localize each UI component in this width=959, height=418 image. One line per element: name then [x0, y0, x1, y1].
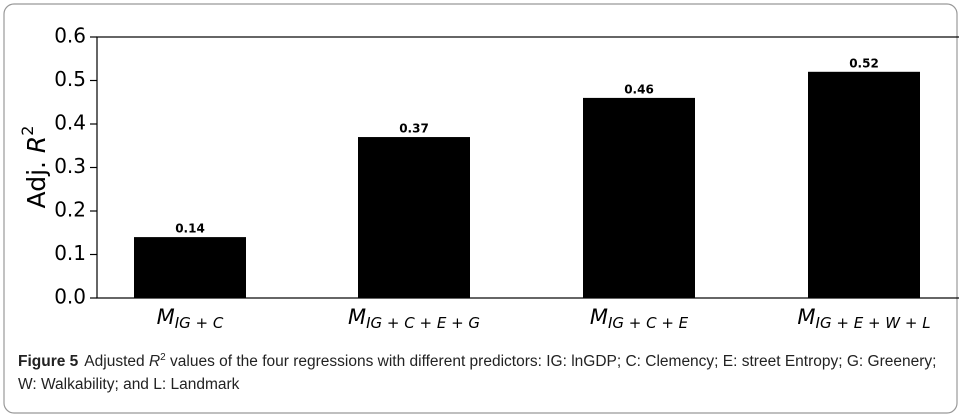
y-axis-label: Adj. R2: [18, 126, 52, 209]
y-tick-label: 0.4: [54, 111, 86, 135]
caption-label: Figure 5: [18, 353, 79, 371]
value-label: 0.52: [849, 56, 879, 70]
caption-sup: 2: [160, 352, 166, 363]
y-tick-label: 0.6: [54, 24, 86, 48]
caption-symbol: R: [148, 353, 161, 371]
caption-text: Adjusted: [84, 353, 145, 371]
x-tick-label: MIG + C + E + G: [348, 305, 480, 332]
y-tick-label: 0.5: [54, 67, 86, 91]
y-tick-label: 0.1: [54, 241, 86, 265]
bar: [134, 237, 246, 298]
x-tick-label: MIG + C: [157, 305, 224, 332]
y-tick-label: 0.0: [54, 285, 86, 309]
x-tick-label: MIG + C + E: [590, 305, 689, 332]
value-label: 0.46: [624, 82, 654, 96]
bar: [358, 137, 470, 298]
y-tick-label: 0.3: [54, 154, 86, 178]
caption: Figure 5 Adjusted R2 values of the four r…: [18, 346, 948, 396]
bar: [583, 97, 695, 299]
bar: [808, 71, 920, 298]
value-label: 0.14: [175, 222, 205, 236]
caption-text: values of the four regressions with diff…: [18, 353, 937, 394]
y-tick-label: 0.2: [54, 198, 86, 222]
x-tick-label: MIG + E + W + L: [797, 305, 930, 332]
figure-frame: [3, 3, 958, 414]
value-label: 0.37: [399, 122, 429, 136]
